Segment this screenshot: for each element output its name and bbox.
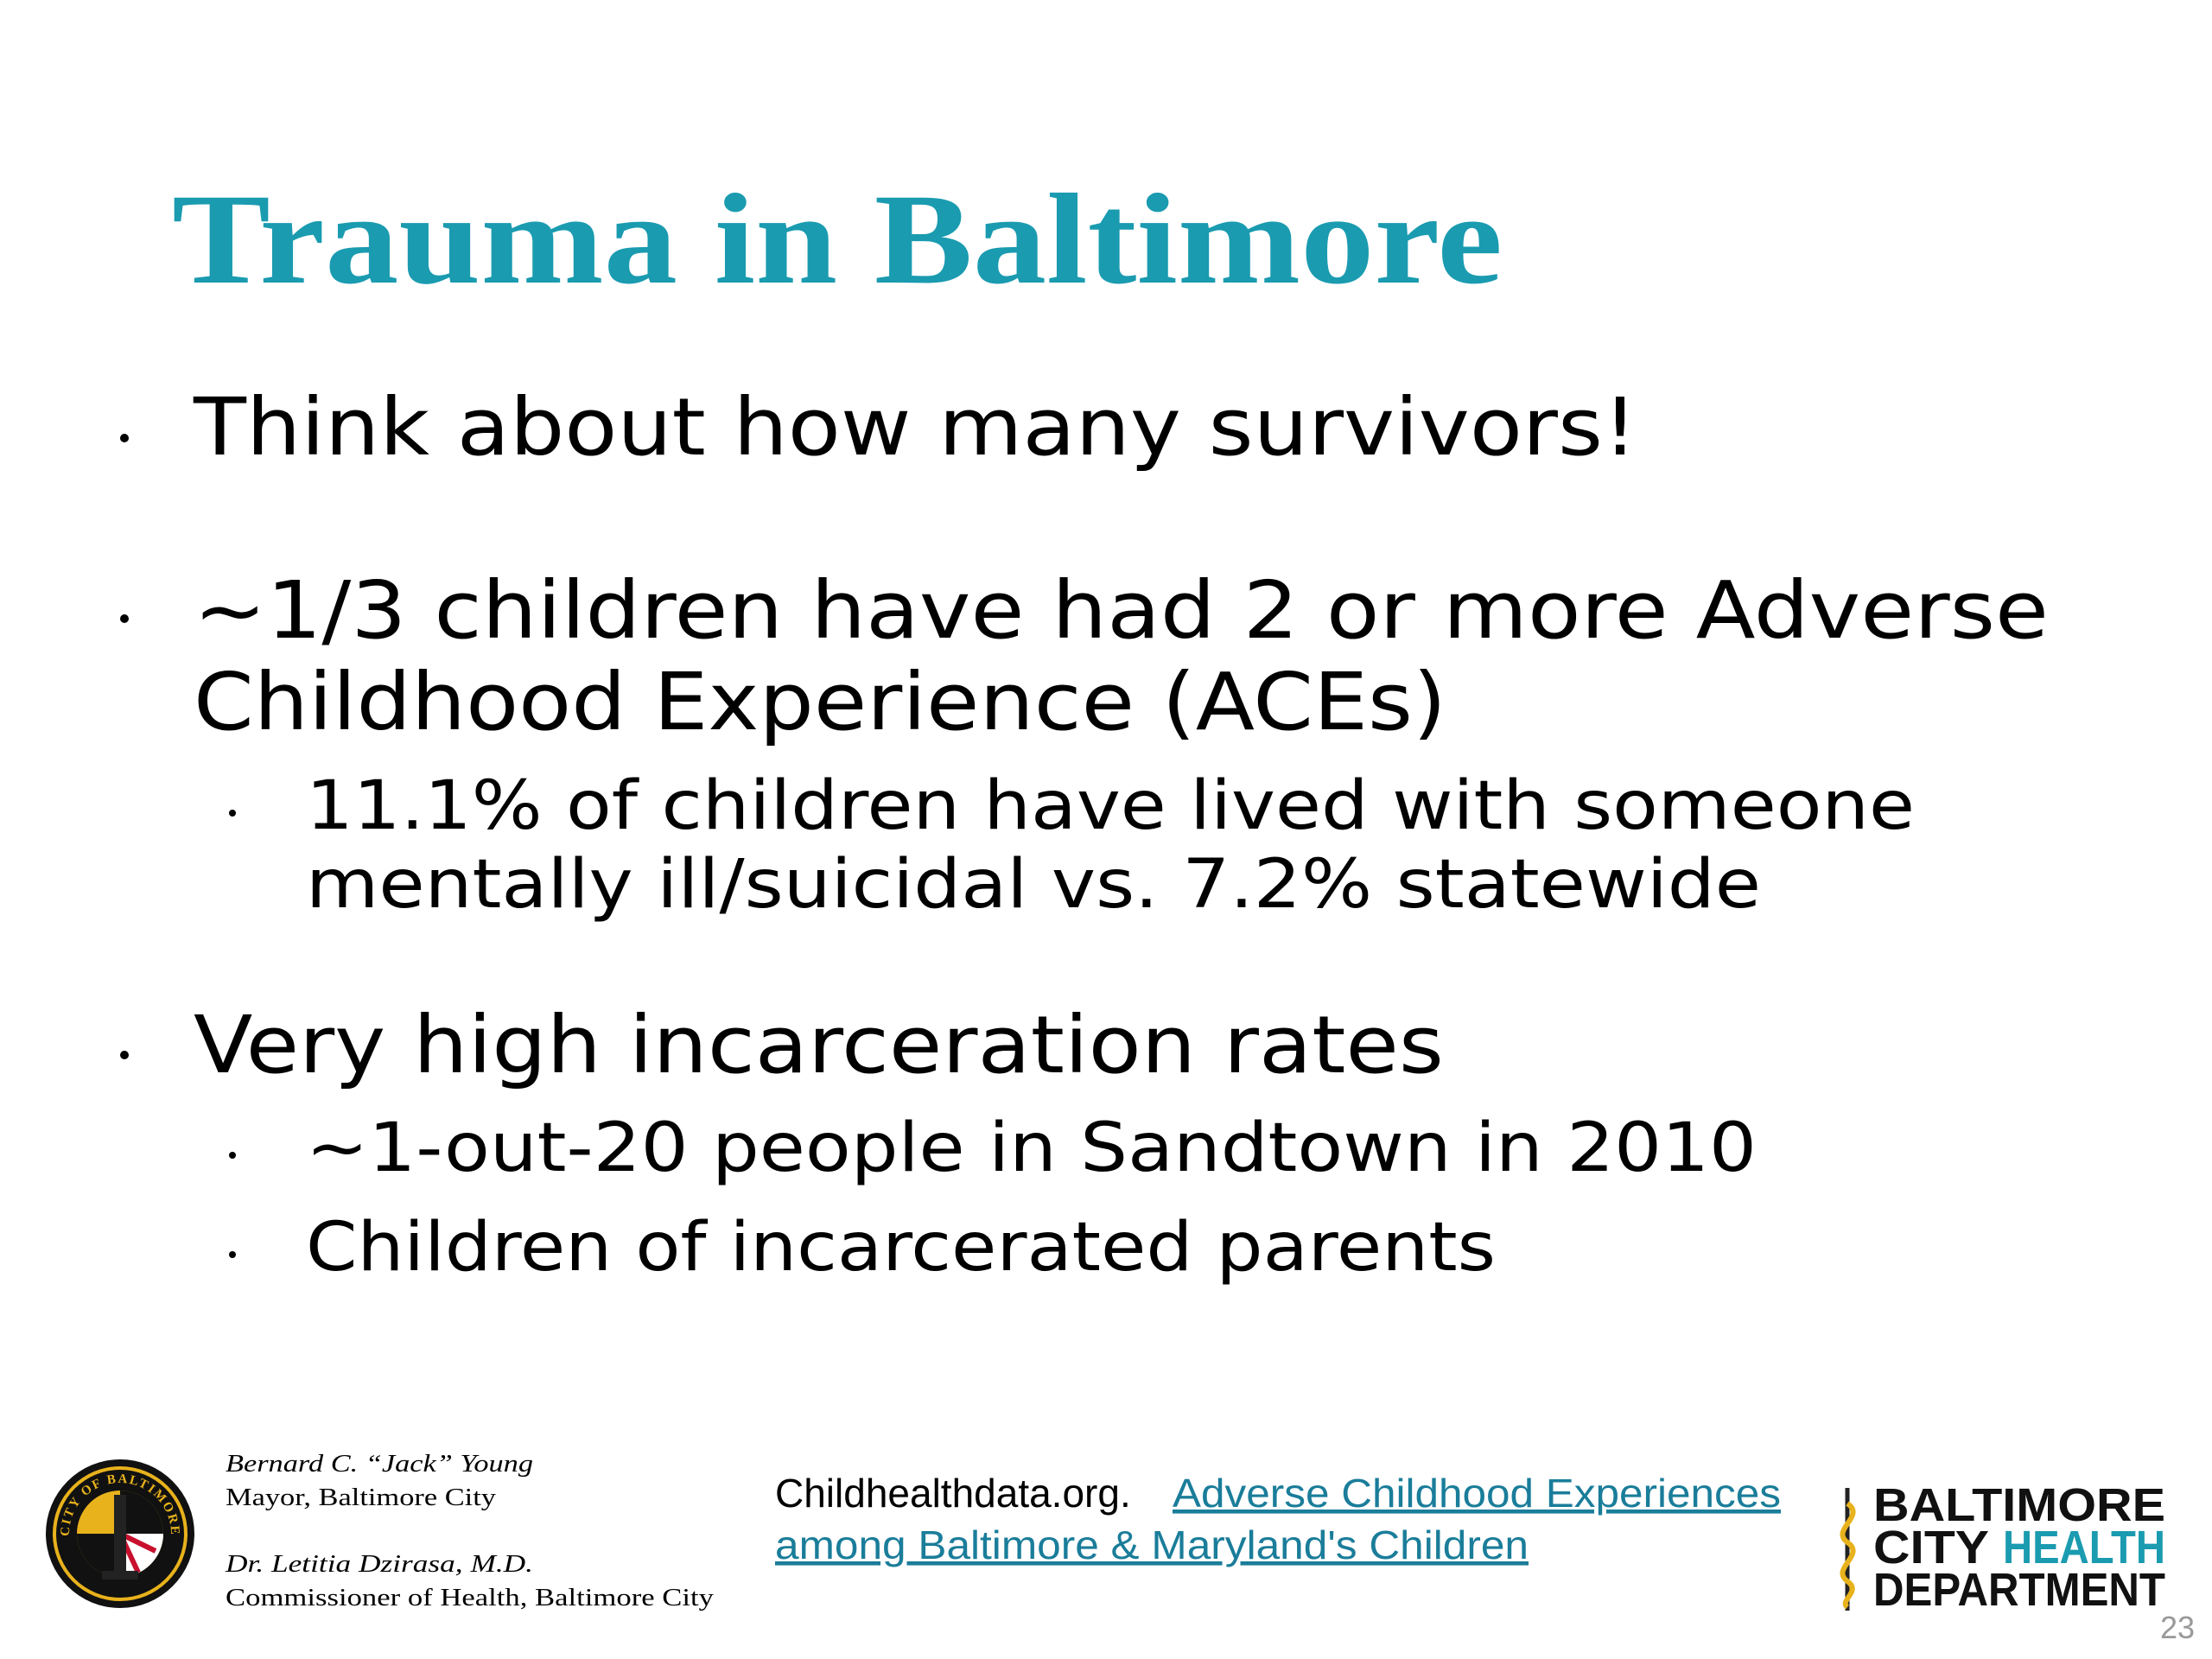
bullet-dot [120,614,129,623]
sub-bullet-dot [229,810,236,817]
page-number: 23 [2160,1610,2195,1645]
commissioner-name: Dr. Letitia Dzirasa, M.D. [225,1550,533,1578]
citation-link[interactable]: among Baltimore & Maryland's Children [775,1522,1529,1567]
bullet-text: Think about how many survivors! [193,381,1637,474]
bullet-text: Very high incarceration rates [194,999,1444,1091]
sub-bullet-dot [229,1251,236,1258]
title: Trauma in Baltimore [172,168,1503,311]
city-seal: CITY OF BALTIMORE [46,1459,194,1608]
mayor-role: Mayor, Baltimore City [226,1484,497,1511]
logo-text: HEALTH [2003,1522,2165,1573]
sub-bullet-text: ~1-out-20 people in Sandtown in 2010 [306,1109,1757,1187]
commissioner-role: Commissioner of Health, Baltimore City [226,1584,715,1611]
sub-bullet-dot [229,1152,236,1159]
health-department-logo: BALTIMORE CITY HEALTH DEPARTMENT [1840,1479,2165,1616]
bullet-text: Childhood Experience (ACEs) [194,656,1446,748]
sub-bullet-text: 11.1% of children have lived with someon… [306,767,1915,845]
officials: Bernard C. “Jack” Young Mayor, Baltimore… [225,1450,715,1611]
logo-text: BALTIMORE [1873,1479,2165,1531]
logo-text: CITY [1873,1522,1989,1573]
citation-link[interactable]: Adverse Childhood Experiences [1173,1471,1781,1516]
bullet-text: ~1/3 children have had 2 or more Adverse [194,564,2049,657]
logo-text: DEPARTMENT [1873,1564,2165,1616]
citation: Childhealthdata.org. Adverse Childhood E… [775,1471,1781,1567]
citation-source: Childhealthdata.org. [775,1471,1131,1516]
sub-bullet-text: Children of incarcerated parents [306,1209,1496,1287]
bullet-list: Think about how many survivors! ~1/3 chi… [120,381,2049,1287]
mayor-name: Bernard C. “Jack” Young [226,1450,533,1478]
sub-bullet-text: mentally ill/suicidal vs. 7.2% statewide [306,846,1761,924]
bullet-dot [120,1051,129,1059]
bullet-dot [120,434,129,442]
